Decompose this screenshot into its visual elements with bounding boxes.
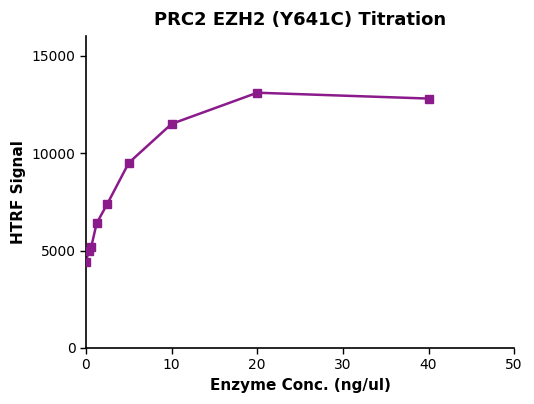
X-axis label: Enzyme Conc. (ng/ul): Enzyme Conc. (ng/ul) [210,378,390,393]
Title: PRC2 EZH2 (Y641C) Titration: PRC2 EZH2 (Y641C) Titration [154,11,446,29]
Y-axis label: HTRF Signal: HTRF Signal [11,140,26,244]
